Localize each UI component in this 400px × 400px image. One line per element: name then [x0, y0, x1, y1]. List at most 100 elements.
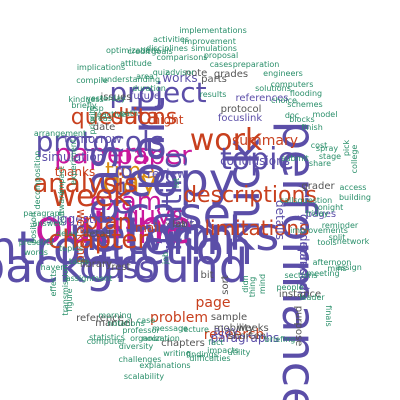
cloud-word: preparation	[233, 60, 280, 69]
cloud-word: outline	[35, 200, 193, 254]
cloud-word: activities	[153, 35, 189, 44]
cloud-word: topics	[59, 244, 83, 253]
cloud-word: improvements	[290, 226, 348, 235]
cloud-word: chapters	[161, 338, 205, 349]
cloud-word: manuel	[95, 318, 132, 329]
cloud-word: resp	[86, 104, 103, 113]
cloud-word: disciplines	[146, 44, 188, 53]
cloud-word: afternoon	[313, 258, 352, 267]
cloud-word: table	[69, 257, 89, 266]
cloud-word: project	[109, 76, 206, 109]
cloud-word: implementations	[179, 26, 247, 35]
cloud-word: ajay	[213, 324, 238, 338]
cloud-word: limit	[168, 217, 195, 231]
cloud-word: exam	[90, 187, 162, 217]
cloud-word: attitude	[120, 59, 152, 68]
cloud-word: proposal	[204, 51, 238, 60]
cloud-word: sections	[285, 271, 318, 280]
cloud-word: schemes	[287, 100, 322, 109]
cloud-word: gradeprasad	[297, 214, 311, 290]
cloud-word: briefing	[265, 335, 296, 344]
cloud-word: reactive	[94, 110, 126, 119]
cloud-word: professor	[122, 326, 160, 335]
cloud-word: engineers	[263, 69, 303, 78]
cloud-word: assignment	[66, 274, 113, 283]
cloud-word: detail	[83, 229, 111, 240]
cloud-word: thing	[248, 277, 257, 298]
cloud-word: assign	[336, 263, 362, 272]
cloud-word: paragraphs	[211, 331, 280, 345]
cloud-word: page	[196, 295, 231, 311]
cloud-word: protocol	[221, 104, 262, 115]
cloud-word: path	[120, 109, 138, 118]
cloud-word: cost	[311, 141, 328, 150]
cloud-word: rest	[111, 262, 130, 273]
cloud-word: results	[200, 90, 227, 99]
cloud-word: credit	[128, 47, 151, 56]
cloud-word: class	[80, 251, 154, 286]
cloud-word: stage	[319, 152, 341, 161]
cloud-word: grades	[214, 69, 248, 80]
cloud-word: building	[339, 193, 371, 202]
cloud-word: instance	[279, 289, 321, 300]
cloud-word: explanations	[139, 361, 190, 370]
cloud-word: review	[147, 167, 187, 181]
cloud-word: research	[204, 327, 265, 343]
cloud-word: callsquestion	[280, 196, 332, 205]
cloud-word: network	[337, 237, 370, 246]
cloud-word: pages	[306, 209, 336, 220]
cloud-word: flooding	[290, 89, 322, 98]
cloud-word: noon	[142, 334, 162, 343]
cloud-word: weekend	[74, 209, 88, 263]
cloud-word: briefly	[71, 101, 97, 110]
cloud-word: idea	[105, 163, 138, 223]
cloud-word: impacts	[207, 346, 239, 355]
cloud-word: submit	[281, 154, 308, 163]
cloud-word: grader	[301, 181, 335, 192]
cloud-word: work	[190, 123, 263, 158]
cloud-word: networks	[69, 207, 280, 261]
cloud-word: time	[105, 159, 155, 184]
cloud-word: paper	[116, 141, 192, 171]
cloud-word: case	[125, 187, 231, 241]
cloud-word: access	[340, 183, 367, 192]
cloud-word: conclusions	[220, 154, 290, 168]
cloud-word: college	[350, 145, 359, 174]
cloud-word: simulation	[42, 150, 105, 164]
cloud-word: analysis	[32, 169, 137, 199]
cloud-word: performance	[272, 121, 326, 400]
cloud-word: bit	[200, 270, 213, 281]
cloud-word: fact	[208, 338, 223, 347]
cloud-word: morning	[98, 311, 131, 320]
cloud-word: guys	[123, 201, 185, 231]
cloud-word: thanks	[55, 165, 95, 179]
cloud-word: arrangement	[34, 129, 86, 138]
cloud-word: presents	[19, 238, 54, 247]
cloud-word: kindness	[68, 95, 103, 104]
cloud-word: advisor	[165, 68, 195, 77]
cloud-word: shorten	[228, 331, 266, 342]
cloud-word: term	[125, 211, 234, 265]
cloud-word: paragraph	[23, 209, 65, 218]
cloud-word: lecture	[181, 325, 209, 334]
cloud-word: luck	[216, 138, 270, 232]
cloud-word: improvement	[182, 37, 236, 46]
cloud-word: choice	[271, 96, 297, 105]
cloud-word: notations	[107, 319, 145, 328]
cloud-word: finish	[301, 123, 323, 132]
cloud-word: background	[0, 239, 248, 293]
cloud-word: ideas	[74, 145, 128, 267]
cloud-word: night	[153, 113, 184, 127]
cloud-word: transmission	[61, 264, 70, 315]
cloud-word: doc	[285, 111, 299, 120]
cloud-word: haven	[41, 263, 66, 272]
cloud-word: papers	[54, 137, 150, 170]
cloud-word: tonight	[315, 203, 344, 212]
cloud-word: optimizations	[106, 46, 160, 55]
cloud-word: references	[236, 93, 289, 104]
cloud-word: mandeep	[297, 242, 311, 299]
cloud-word: implications	[77, 63, 125, 72]
cloud-word: purpose	[293, 306, 304, 347]
cloud-word: finals	[324, 305, 333, 326]
cloud-word: suggestion	[46, 212, 112, 226]
